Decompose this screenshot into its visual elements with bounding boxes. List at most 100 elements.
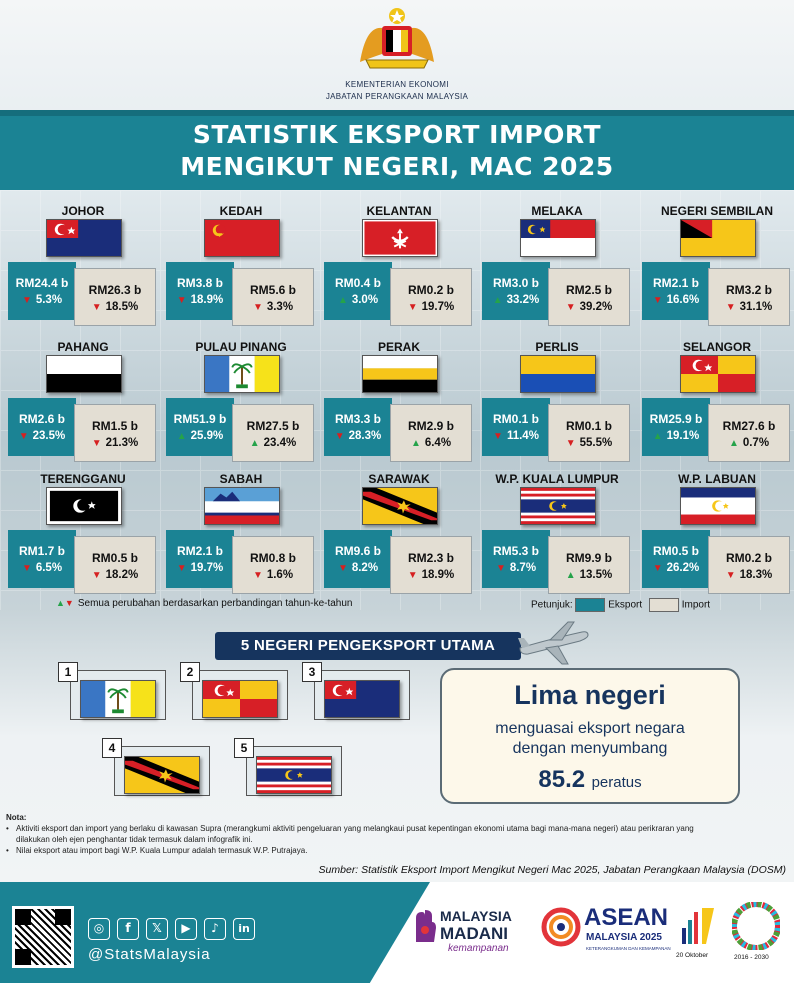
madani-line1: MALAYSIA xyxy=(440,908,512,924)
down-triangle-icon: ▼ xyxy=(91,302,102,313)
export-box: RM0.4 b ▲ 3.0% xyxy=(324,262,392,320)
up-triangle-icon: ▲ xyxy=(565,570,576,581)
tiktok-icon[interactable]: ♪ xyxy=(204,918,226,940)
facebook-icon[interactable]: f xyxy=(117,918,139,940)
title-banner: STATISTIK EKSPORT IMPORT MENGIKUT NEGERI… xyxy=(0,110,794,190)
rank-number: 1 xyxy=(58,662,78,682)
madani-line3: kemampanan xyxy=(448,943,509,954)
hari-statistik-date: 20 Oktober xyxy=(676,952,709,959)
import-change: ▼ 21.3% xyxy=(75,437,155,449)
x-icon[interactable]: 𝕏 xyxy=(146,918,168,940)
airplane-icon xyxy=(518,621,589,665)
department-name: JABATAN PERANGKAAN MALAYSIA xyxy=(325,92,469,101)
state-card-w-p-labuan: W.P. LABUAN RM0.5 b ▼ 26.2% RM0.2 b ▼ 18.3% xyxy=(642,472,792,594)
import-box: RM26.3 b ▼ 18.5% xyxy=(74,268,156,326)
sdg-wheel-icon xyxy=(732,902,780,950)
state-card-pahang: PAHANG RM2.6 b ▼ 23.5% RM1.5 b ▼ 21.3% xyxy=(8,340,158,462)
import-value: RM2.5 b xyxy=(565,283,612,297)
export-change: ▲ 33.2% xyxy=(482,294,550,306)
state-name: PERLIS xyxy=(535,340,579,354)
export-box: RM51.9 b ▲ 25.9% xyxy=(166,398,234,456)
import-pct: 0.7% xyxy=(742,437,770,449)
summary-unit: peratus xyxy=(591,774,642,791)
export-pct: 6.5% xyxy=(35,562,63,574)
state-name: SABAH xyxy=(219,472,263,486)
instagram-icon[interactable]: ◎ xyxy=(88,918,110,940)
state-name: TERENGGANU xyxy=(40,472,126,486)
state-name: KEDAH xyxy=(219,204,263,218)
export-value: RM51.9 b xyxy=(173,412,227,426)
export-pct: 23.5% xyxy=(32,430,66,442)
export-value: RM25.9 b xyxy=(649,412,703,426)
summary-value: 85.2 xyxy=(538,766,586,793)
social-handle[interactable]: @StatsMalaysia xyxy=(88,946,211,963)
import-change: ▼ 18.2% xyxy=(75,569,155,581)
export-value: RM3.0 b xyxy=(492,276,539,290)
youtube-icon[interactable]: ▶ xyxy=(175,918,197,940)
import-change: ▲ 23.4% xyxy=(233,437,313,449)
import-value: RM0.2 b xyxy=(407,283,454,297)
import-change: ▲ 13.5% xyxy=(549,569,629,581)
johor-flag xyxy=(46,219,122,257)
export-box: RM1.7 b ▼ 6.5% xyxy=(8,530,76,588)
export-pct: 33.2% xyxy=(506,294,540,306)
down-triangle-icon: ▼ xyxy=(493,431,503,442)
legend-export-label: Eksport xyxy=(608,599,643,611)
page-title-line2: MENGIKUT NEGERI, MAC 2025 xyxy=(180,152,614,181)
state-card-negeri-sembilan: NEGERI SEMBILAN RM2.1 b ▼ 16.6% RM3.2 b ▼ 31.1… xyxy=(642,204,792,326)
kelantan-flag xyxy=(362,219,438,257)
import-pct: 39.2% xyxy=(579,301,613,313)
negeri-sembilan-flag xyxy=(680,219,756,257)
qr-code[interactable] xyxy=(12,906,74,968)
export-box: RM24.4 b ▼ 5.3% xyxy=(8,262,76,320)
linkedin-icon[interactable]: in xyxy=(233,918,255,940)
down-triangle-icon: ▼ xyxy=(565,302,576,313)
export-pct: 8.2% xyxy=(351,562,379,574)
import-box: RM0.5 b ▼ 18.2% xyxy=(74,536,156,594)
state-card-sabah: SABAH RM2.1 b ▼ 19.7% RM0.8 b ▼ 1.6% xyxy=(166,472,316,594)
state-name: PULAU PINANG xyxy=(195,340,287,354)
import-pct: 23.4% xyxy=(263,437,297,449)
export-pct: 18.9% xyxy=(190,294,224,306)
export-pct: 19.7% xyxy=(190,562,224,574)
export-box: RM5.3 b ▼ 8.7% xyxy=(482,530,550,588)
import-value: RM9.9 b xyxy=(565,551,612,565)
import-box: RM0.1 b ▼ 55.5% xyxy=(548,404,630,462)
legend: Petunjuk: Eksport Import xyxy=(531,598,710,612)
import-value: RM0.1 b xyxy=(565,419,612,433)
summary-line2: dengan menyumbang xyxy=(512,740,668,757)
import-change: ▼ 31.1% xyxy=(709,301,789,313)
import-box: RM2.5 b ▼ 39.2% xyxy=(548,268,630,326)
export-change: ▼ 28.3% xyxy=(324,430,392,442)
import-change: ▼ 18.5% xyxy=(75,301,155,313)
page-title-line1: STATISTIK EKSPORT IMPORT xyxy=(192,120,602,149)
header: KEMENTERIAN EKONOMI JABATAN PERANGKAAN M… xyxy=(0,0,794,110)
summary-line1: menguasai eksport negara xyxy=(495,720,685,737)
hari-statistik-logo-icon xyxy=(682,908,714,944)
export-change: ▼ 8.2% xyxy=(324,562,392,574)
import-pct: 18.2% xyxy=(105,569,139,581)
import-value: RM0.2 b xyxy=(725,551,772,565)
state-card-johor: JOHOR RM24.4 b ▼ 5.3% RM26.3 b ▼ 18.5% xyxy=(8,204,158,326)
yoy-footnote-text: Semua perubahan berdasarkan perbandingan… xyxy=(77,598,353,609)
notes-item-1: • Aktiviti eksport dan import yang berlak… xyxy=(6,824,694,844)
import-change: ▼ 18.9% xyxy=(391,569,471,581)
rank-number: 3 xyxy=(302,662,322,682)
rank-3-johor: 3 xyxy=(302,662,410,720)
export-value: RM0.1 b xyxy=(492,412,539,426)
up-triangle-icon: ▲ xyxy=(56,598,65,608)
state-card-pulau-pinang: PULAU PINANG RM51.9 b ▲ 25.9% RM27.5 b ▲ 23.4% xyxy=(166,340,316,462)
rank-4-sarawak: 4 xyxy=(102,738,210,796)
export-change: ▼ 26.2% xyxy=(642,562,710,574)
import-change: ▼ 39.2% xyxy=(549,301,629,313)
up-triangle-icon: ▲ xyxy=(492,295,503,306)
notes-heading: Nota: xyxy=(6,813,27,822)
export-value: RM2.1 b xyxy=(176,544,223,558)
state-card-terengganu: TERENGGANU RM1.7 b ▼ 6.5% RM0.5 b ▼ 18.2% xyxy=(8,472,158,594)
up-triangle-icon: ▲ xyxy=(249,438,260,449)
import-pct: 13.5% xyxy=(579,569,613,581)
import-change: ▼ 18.3% xyxy=(709,569,789,581)
export-box: RM2.1 b ▼ 19.7% xyxy=(166,530,234,588)
notes-item-2: • Nilai eksport atau import bagi W.P. Kua… xyxy=(6,846,308,855)
export-change: ▲ 3.0% xyxy=(324,294,392,306)
